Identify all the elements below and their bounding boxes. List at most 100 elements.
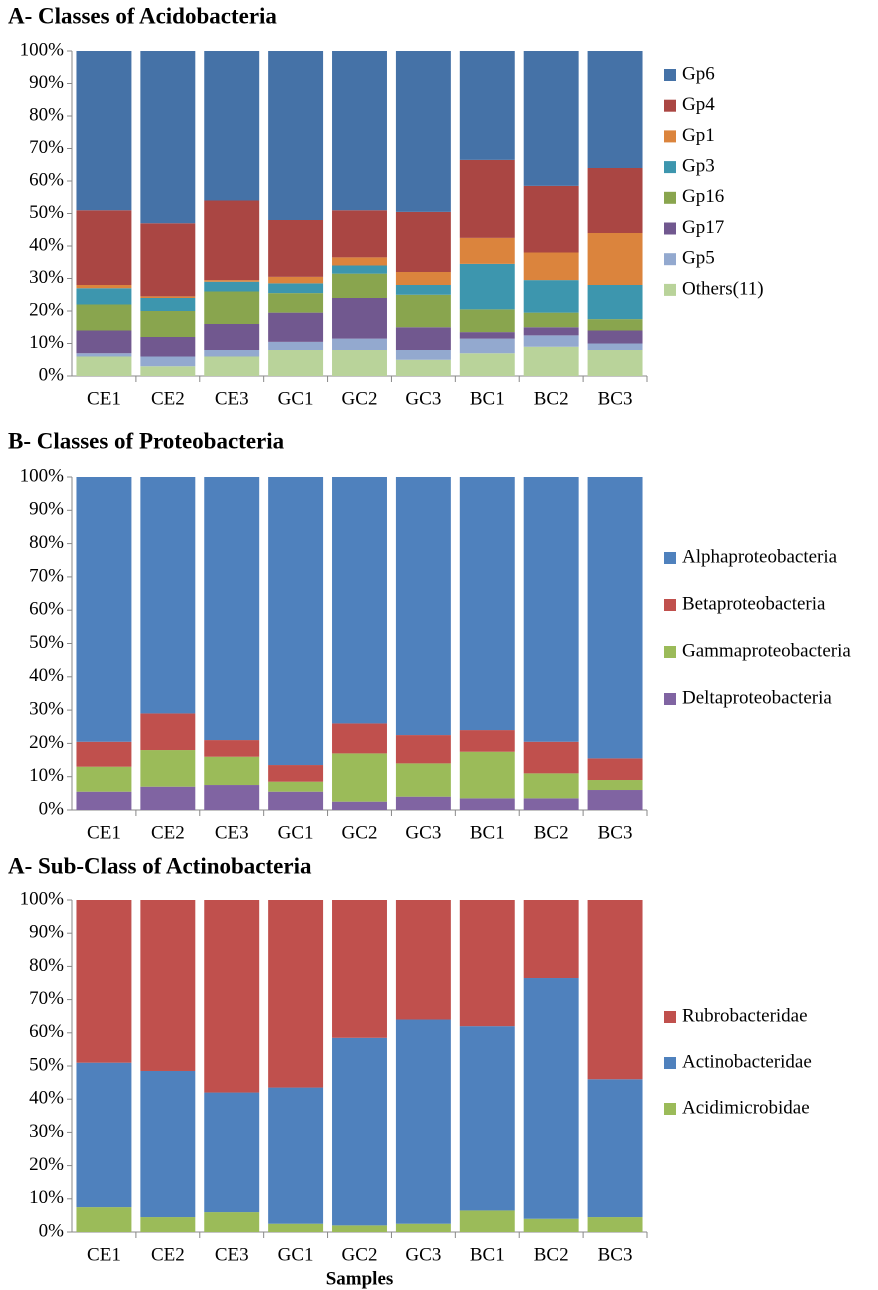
bar-segment bbox=[459, 477, 515, 731]
bar-segment bbox=[395, 359, 451, 376]
y-tick-label: 90% bbox=[29, 922, 64, 943]
x-tick-label: GC3 bbox=[405, 388, 441, 409]
x-tick-label: CE1 bbox=[87, 1244, 121, 1265]
bar-segment bbox=[76, 330, 132, 354]
legend-label: Gp17 bbox=[682, 217, 724, 238]
bar-segment bbox=[395, 350, 451, 360]
y-tick-label: 70% bbox=[29, 988, 64, 1009]
y-tick-label: 100% bbox=[20, 465, 65, 486]
bar-segment bbox=[395, 1019, 451, 1224]
bar-segment bbox=[204, 740, 260, 757]
bar-segment bbox=[332, 257, 387, 266]
x-tick-label: CE3 bbox=[215, 822, 249, 843]
y-tick-label: 0% bbox=[39, 364, 65, 385]
bar-segment bbox=[140, 713, 196, 751]
x-tick-label: CE3 bbox=[215, 388, 249, 409]
legend-swatch bbox=[664, 191, 676, 204]
x-tick-label: BC3 bbox=[598, 822, 633, 843]
bar-segment bbox=[459, 798, 515, 810]
y-tick-label: 50% bbox=[29, 202, 64, 223]
bar-segment bbox=[587, 780, 643, 791]
bar-segment bbox=[587, 350, 643, 376]
bar-segment bbox=[76, 766, 132, 792]
bar-segment bbox=[395, 735, 451, 764]
bar-segment bbox=[268, 765, 324, 782]
bar-segment bbox=[459, 237, 515, 264]
bar-segment bbox=[523, 51, 579, 186]
bar-segment bbox=[587, 758, 643, 781]
bar-segment bbox=[459, 159, 515, 238]
bar-segment bbox=[268, 1223, 324, 1232]
x-tick-label: CE3 bbox=[215, 1244, 249, 1265]
y-tick-label: 50% bbox=[29, 632, 64, 653]
y-tick-label: 80% bbox=[29, 104, 64, 125]
bar-segment bbox=[204, 281, 260, 292]
bar-segment bbox=[395, 1223, 451, 1232]
x-tick-label: CE2 bbox=[151, 388, 185, 409]
y-tick-label: 100% bbox=[20, 39, 65, 60]
x-tick-label: BC1 bbox=[470, 1244, 505, 1265]
bar-segment bbox=[268, 477, 324, 766]
legend-label: Deltaproteobacteria bbox=[682, 687, 832, 708]
x-tick-label: GC1 bbox=[278, 822, 314, 843]
y-tick-label: 100% bbox=[20, 888, 65, 909]
bar-segment bbox=[332, 298, 387, 339]
bar-segment bbox=[268, 312, 324, 342]
bar-segment bbox=[140, 1070, 196, 1218]
bar-segment bbox=[459, 338, 515, 354]
bar-segment bbox=[140, 223, 196, 297]
bar-segment bbox=[587, 285, 643, 320]
y-tick-label: 40% bbox=[29, 234, 64, 255]
legend-swatch bbox=[664, 99, 676, 112]
legend-swatch bbox=[664, 69, 676, 81]
bar-segment bbox=[459, 900, 515, 1027]
bar-segment bbox=[395, 477, 451, 736]
bar-segment bbox=[332, 1225, 387, 1232]
y-tick-label: 60% bbox=[29, 599, 64, 620]
legend-label: Acidimicrobidae bbox=[682, 1097, 810, 1118]
y-tick-label: 60% bbox=[29, 169, 64, 190]
bar-segment bbox=[587, 1079, 643, 1218]
bar-segment bbox=[395, 51, 451, 212]
bar-segment bbox=[587, 233, 643, 285]
x-tick-label: CE2 bbox=[151, 1244, 185, 1265]
bar-segment bbox=[140, 900, 196, 1071]
bar-segment bbox=[332, 338, 387, 350]
bar-segment bbox=[140, 1217, 196, 1232]
x-tick-label: CE1 bbox=[87, 388, 121, 409]
bar-segment bbox=[395, 294, 451, 328]
bar-segment bbox=[459, 51, 515, 160]
y-tick-label: 70% bbox=[29, 137, 64, 158]
bar-segment bbox=[76, 353, 132, 357]
chart-title: B- Classes of Proteobacteria bbox=[8, 428, 285, 453]
bar-segment bbox=[523, 346, 579, 376]
y-tick-label: 30% bbox=[29, 698, 64, 719]
bar-segment bbox=[268, 350, 324, 376]
bar-segment bbox=[268, 51, 324, 220]
bar-segment bbox=[587, 319, 643, 331]
bar-segment bbox=[204, 1212, 260, 1232]
legend-label: Betaproteobacteria bbox=[682, 593, 826, 614]
bar-segment bbox=[204, 356, 260, 376]
x-tick-label: BC3 bbox=[598, 388, 633, 409]
y-tick-label: 90% bbox=[29, 499, 64, 520]
x-tick-label: GC2 bbox=[342, 388, 378, 409]
bar-segment bbox=[332, 477, 387, 724]
bar-segment bbox=[140, 337, 196, 357]
bar-segment bbox=[459, 730, 515, 752]
y-tick-label: 0% bbox=[39, 1220, 65, 1241]
bar-segment bbox=[332, 265, 387, 274]
bar-segment bbox=[204, 1092, 260, 1213]
legend-label: Gp3 bbox=[682, 155, 715, 176]
bar-segment bbox=[76, 477, 132, 742]
bar-segment bbox=[587, 51, 643, 168]
bar-segment bbox=[395, 796, 451, 810]
bar-segment bbox=[76, 1062, 132, 1208]
y-tick-label: 40% bbox=[29, 1088, 64, 1109]
bar-segment bbox=[76, 304, 132, 331]
bar-segment bbox=[332, 1037, 387, 1226]
bar-segment bbox=[204, 291, 260, 324]
bar-segment bbox=[523, 280, 579, 313]
